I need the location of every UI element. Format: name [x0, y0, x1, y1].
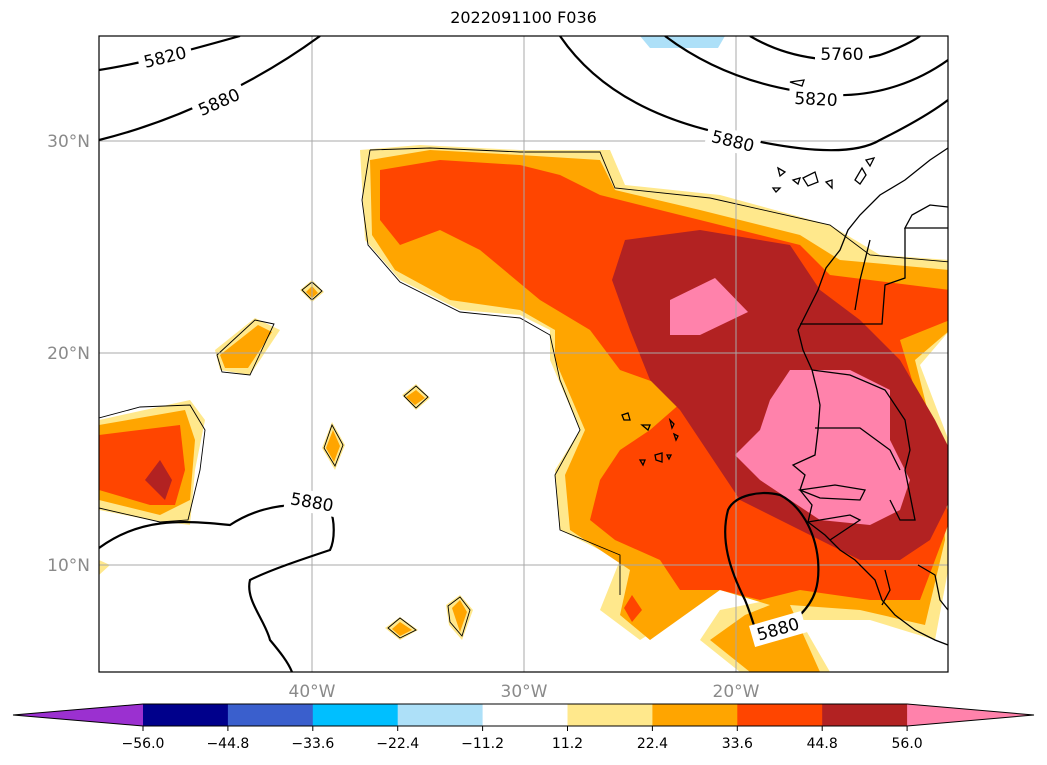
colorbar-segment [227, 704, 314, 726]
colorbar-segment [907, 704, 1034, 726]
colorbar-tick-label: 22.4 [637, 736, 668, 752]
contour-labels: 5820 5880 5760 5820 5880 5880 5880 [136, 39, 869, 648]
latitude-labels: 30°N 20°N 10°N [47, 132, 90, 576]
colorbar-segment [13, 704, 143, 726]
coastlines [621, 79, 948, 646]
colorbar-tick-label: −56.0 [122, 736, 165, 752]
lat-label-30n: 30°N [47, 132, 90, 152]
colorbar-segment [397, 704, 484, 726]
map-frame [98, 35, 949, 673]
colorbar-tick-label: 33.6 [722, 736, 753, 752]
colorbar-tick-label: −33.6 [291, 736, 334, 752]
colorbar-segment [312, 704, 399, 726]
colorbar-segment [567, 704, 653, 726]
lat-label-20n: 20°N [47, 344, 90, 364]
colorbar: −56.0 −44.8 −33.6 −22.4 −11.2 11.2 22.4 33.6 44.… [12, 703, 1035, 752]
longitude-labels: 40°W 30°W 20°W [289, 682, 760, 702]
colorbar-segment [482, 704, 568, 726]
contour-label-5820-nw: 5820 [142, 43, 189, 73]
colorbar-segment [652, 704, 738, 726]
anomaly-outline [99, 147, 948, 639]
contour-label-5820-ne: 5820 [794, 89, 838, 111]
contour-label-5880-sw: 5880 [289, 489, 335, 516]
lon-label-40w: 40°W [289, 682, 336, 702]
colorbar-tick-label: 11.2 [552, 736, 583, 752]
anomaly-fill-main [99, 36, 948, 672]
colorbar-tick-label: −22.4 [376, 736, 419, 752]
colorbar-tick-label: 44.8 [807, 736, 838, 752]
lon-label-30w: 30°W [501, 682, 548, 702]
colorbar-tick-label: 56.0 [892, 736, 923, 752]
lon-label-20w: 20°W [713, 682, 760, 702]
colorbar-segment [737, 704, 823, 726]
map-area: 5820 5880 5760 5820 5880 5880 5880 [99, 36, 948, 672]
colorbar-segment [822, 704, 908, 726]
map-title: 2022091100 F036 [450, 8, 597, 27]
contour-label-5880-ne: 5880 [709, 127, 756, 157]
colorbar-tick-label: −44.8 [206, 736, 249, 752]
colorbar-tick-label: −11.2 [461, 736, 504, 752]
colorbar-segment [143, 704, 229, 726]
lat-label-10n: 10°N [47, 556, 90, 576]
contour-label-5760: 5760 [820, 45, 863, 65]
